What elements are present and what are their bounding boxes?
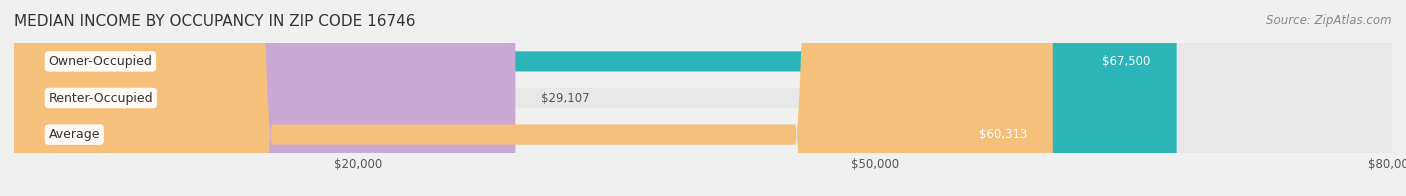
FancyBboxPatch shape (14, 0, 1177, 196)
FancyBboxPatch shape (14, 0, 1392, 196)
Text: $29,107: $29,107 (541, 92, 591, 104)
Text: $60,313: $60,313 (979, 128, 1026, 141)
Text: Source: ZipAtlas.com: Source: ZipAtlas.com (1267, 14, 1392, 27)
Text: Owner-Occupied: Owner-Occupied (48, 55, 152, 68)
Text: MEDIAN INCOME BY OCCUPANCY IN ZIP CODE 16746: MEDIAN INCOME BY OCCUPANCY IN ZIP CODE 1… (14, 14, 416, 29)
Text: $67,500: $67,500 (1102, 55, 1152, 68)
FancyBboxPatch shape (14, 0, 1392, 196)
FancyBboxPatch shape (14, 0, 1392, 196)
Text: Average: Average (48, 128, 100, 141)
FancyBboxPatch shape (14, 0, 516, 196)
Text: Renter-Occupied: Renter-Occupied (48, 92, 153, 104)
FancyBboxPatch shape (14, 0, 1053, 196)
